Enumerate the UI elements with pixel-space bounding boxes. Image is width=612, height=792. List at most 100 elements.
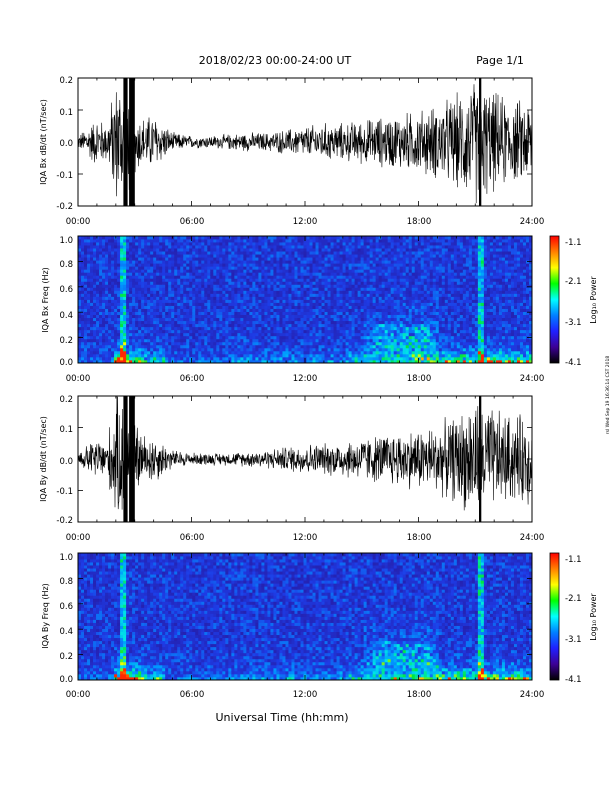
spectrogram-cell (204, 359, 208, 364)
spectrogram-cell (354, 332, 359, 337)
spectrogram-cell (84, 260, 88, 264)
spectrogram-cell (105, 242, 109, 246)
spectrogram-cell (213, 302, 217, 306)
spectrogram-cell (312, 260, 316, 264)
spectrogram-cell (330, 326, 334, 331)
spectrogram-cell (240, 281, 244, 285)
spectrogram-cell (420, 335, 425, 340)
spectrogram-cell (150, 236, 154, 240)
spectrogram-cell (387, 347, 392, 352)
spectrogram-cell (138, 317, 142, 322)
spectrogram-cell (288, 317, 292, 322)
spectrogram-cell (150, 254, 154, 258)
spectrogram-cell (282, 296, 286, 300)
spectrogram-cell (189, 242, 193, 246)
spectrogram-cell (147, 344, 151, 349)
spectrogram-cell (201, 239, 205, 243)
spectrogram-cell (387, 305, 392, 309)
spectrogram-cell (204, 296, 208, 300)
spectrogram-cell (396, 335, 401, 340)
spectrogram-cell (300, 353, 304, 358)
spectrogram-cell (312, 269, 316, 273)
spectrogram-cell (390, 242, 395, 246)
spectrogram-cell (228, 329, 232, 334)
spectrogram-cell (180, 275, 184, 279)
spectrogram-cell (162, 329, 166, 334)
spectrogram-cell (381, 278, 386, 282)
spectrogram-cell (114, 239, 118, 243)
spectrogram-cell (228, 257, 232, 261)
spectrogram-cell (306, 305, 310, 309)
spectrogram-cell (333, 254, 337, 258)
spectrogram-cell (423, 356, 428, 361)
spectrogram-cell (219, 251, 223, 255)
spectrogram-cell (165, 260, 169, 264)
spectrogram-cell (321, 275, 325, 279)
spectrogram-cell (231, 281, 235, 285)
spectrogram-cell (390, 275, 395, 279)
spectrogram-cell (195, 323, 199, 328)
spectrogram-cell (201, 335, 205, 340)
spectrogram-cell (219, 347, 223, 352)
spectrogram-cell (426, 281, 431, 285)
spectrogram-cell (384, 338, 389, 343)
spectrogram-cell (117, 344, 121, 349)
spectrogram-cell (204, 266, 208, 270)
spectrogram-cell (324, 260, 328, 264)
spectrogram-cell (216, 242, 220, 246)
spectrogram-cell (387, 281, 392, 285)
spectrogram-cell (81, 302, 85, 306)
spectrogram-cell (399, 281, 404, 285)
spectrogram-cell (132, 350, 136, 355)
spectrogram-cell (393, 251, 398, 255)
spectrogram-cell (369, 239, 374, 243)
spectrogram-cell (168, 356, 172, 361)
spectrogram-cell (201, 314, 205, 319)
spectrogram-cell (249, 293, 253, 297)
spectrogram-cell (117, 257, 121, 261)
spectrogram-cell (240, 356, 244, 361)
spectrogram-cell (402, 341, 407, 346)
spectrogram-cell (141, 281, 145, 285)
spectrogram-cell (192, 272, 196, 276)
spectrogram-cell (294, 335, 298, 340)
spectrogram-cell (114, 257, 118, 261)
spectrogram-cell (195, 299, 199, 303)
spectrogram-cell (177, 275, 181, 279)
spectrogram-cell (102, 317, 106, 322)
spectrogram-cell (279, 242, 283, 246)
spectrogram-cell (249, 311, 253, 316)
spectrogram-cell (171, 257, 175, 261)
spectrogram-cell (144, 251, 148, 255)
spectrogram-cell (276, 266, 280, 270)
spectrogram-cell (171, 302, 175, 306)
spectrogram-cell (303, 245, 307, 249)
spectrogram-cell (378, 353, 383, 358)
spectrogram-cell (423, 353, 428, 358)
spectrogram-cell (210, 311, 214, 316)
spectrogram-cell (237, 329, 241, 334)
spectrogram-cell (336, 314, 340, 319)
spectrogram-cell (213, 296, 217, 300)
spectrogram-cell (111, 254, 115, 258)
spectrogram-cell (126, 293, 130, 297)
spectrogram-cell (174, 350, 178, 355)
spectrogram-cell (144, 314, 148, 319)
spectrogram-cell (177, 356, 181, 361)
spectrogram-cell (351, 356, 356, 361)
spectrogram-cell (186, 329, 190, 334)
spectrogram-cell (390, 329, 395, 334)
spectrogram-cell (240, 296, 244, 300)
spectrogram-cell (192, 284, 196, 288)
spectrogram-cell (426, 290, 431, 294)
spectrogram-cell (246, 275, 250, 279)
spectrogram-cell (414, 341, 419, 346)
spectrogram-cell (234, 350, 238, 355)
spectrogram-cell (204, 320, 208, 325)
spectrogram-cell (420, 248, 425, 252)
spectrogram-cell (225, 296, 229, 300)
spectrogram-cell (276, 329, 280, 334)
spectrogram-cell (357, 356, 362, 361)
spectrogram-cell (81, 257, 85, 261)
spectrogram-cell (201, 266, 205, 270)
